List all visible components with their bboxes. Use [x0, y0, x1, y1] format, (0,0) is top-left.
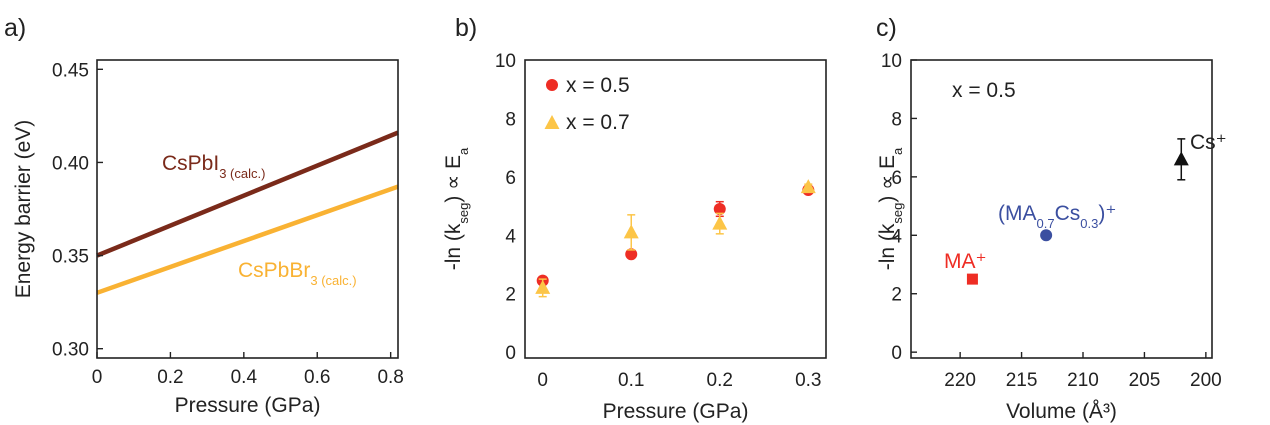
x-tick-label: 0.6: [304, 367, 330, 388]
data-point-cs: [1173, 151, 1189, 166]
data-point-macs: [1040, 229, 1053, 242]
legend-marker-1: [546, 79, 558, 91]
panel-label: a): [4, 14, 26, 42]
y-axis-label: -ln (kseg) ∝ Ea: [442, 147, 471, 270]
y-tick-label: 6: [891, 168, 902, 189]
data-point-triangle: [535, 279, 551, 294]
y-tick-label: 8: [505, 109, 516, 130]
x-axis-label: Volume (Å³): [1006, 400, 1117, 423]
y-tick-label: 0.35: [52, 247, 89, 268]
y-tick-label: 0.30: [52, 340, 89, 361]
data-point-ma: [966, 273, 978, 285]
x-tick-label: 210: [1067, 370, 1099, 391]
y-tick-label: 0: [505, 343, 516, 364]
data-point-triangle: [800, 179, 816, 194]
x-tick-label: 215: [1006, 370, 1038, 391]
series-label-1: CsPbI3 (calc.): [162, 152, 265, 181]
y-axis-label: -ln (kseg) ∝ Ea: [876, 147, 905, 270]
panel-b: b) 0 0.1 0.2 0.3 0 2 4 6 8 10 Pressure (GPa) -ln (ks…: [442, 14, 822, 423]
y-tick-label: 6: [505, 168, 516, 189]
y-tick-label: 0.45: [52, 60, 89, 81]
y-axis-label: Energy barrier (eV): [12, 120, 35, 299]
y-tick-label: 2: [505, 285, 516, 306]
legend: x = 0.5 x = 0.7: [544, 74, 630, 134]
data-point-circle: [625, 248, 638, 261]
y-tick-label: 4: [505, 226, 516, 247]
x-tick-label: 200: [1190, 370, 1222, 391]
y-tick-label: 0: [891, 343, 902, 364]
data-point-triangle: [623, 224, 639, 239]
plot-frame: [910, 59, 1213, 359]
data-point-circle: [713, 203, 726, 215]
series-label-2: CsPbBr3 (calc.): [238, 259, 357, 288]
y-tick-label: 10: [495, 51, 516, 72]
legend-label-2: x = 0.7: [566, 111, 630, 134]
x-axis-label: Pressure (GPa): [175, 394, 321, 417]
x-tick-label: 0: [92, 367, 103, 388]
x-tick-label: 0.2: [707, 370, 733, 391]
point-label-macs: (MA0.7Cs0.3)⁺: [998, 202, 1116, 231]
plot-frame: [96, 59, 399, 359]
y-tick-label: 4: [891, 226, 902, 247]
panel-a: a) 0 0.2 0.4 0.6 0.8 0.30 0.35 0.40 0.45 Pressure …: [4, 14, 404, 417]
x-tick-label: 205: [1129, 370, 1161, 391]
x-tick-label: 0.3: [795, 370, 821, 391]
panel-label: b): [455, 14, 477, 42]
panel-c: c) 220 215 210 205 200 0 2 4 6 8 10 Volume (Å³) -ln (…: [876, 14, 1227, 423]
y-tick-label: 0.40: [52, 153, 89, 174]
series-line-1: [96, 130, 399, 258]
y-tick-label: 8: [891, 109, 902, 130]
data-point-triangle: [712, 215, 728, 230]
x-tick-label: 0.1: [618, 370, 644, 391]
y-tick-label: 10: [881, 51, 902, 72]
series-line-2: [96, 184, 399, 295]
legend-marker-2: [544, 115, 560, 129]
x-axis-label: Pressure (GPa): [603, 400, 749, 423]
panel-label: c): [876, 14, 897, 42]
x-tick-label: 0.8: [377, 367, 403, 388]
x-tick-label: 220: [944, 370, 976, 391]
x-tick-label: 0.4: [231, 367, 258, 388]
plot-frame: [524, 59, 827, 359]
point-label-ma: MA⁺: [944, 250, 987, 273]
y-tick-label: 2: [891, 285, 902, 306]
annotation: x = 0.5: [952, 79, 1016, 102]
x-tick-label: 0.2: [157, 367, 183, 388]
legend-label-1: x = 0.5: [566, 74, 630, 97]
point-label-cs: Cs⁺: [1190, 131, 1227, 154]
x-tick-label: 0: [537, 370, 548, 391]
